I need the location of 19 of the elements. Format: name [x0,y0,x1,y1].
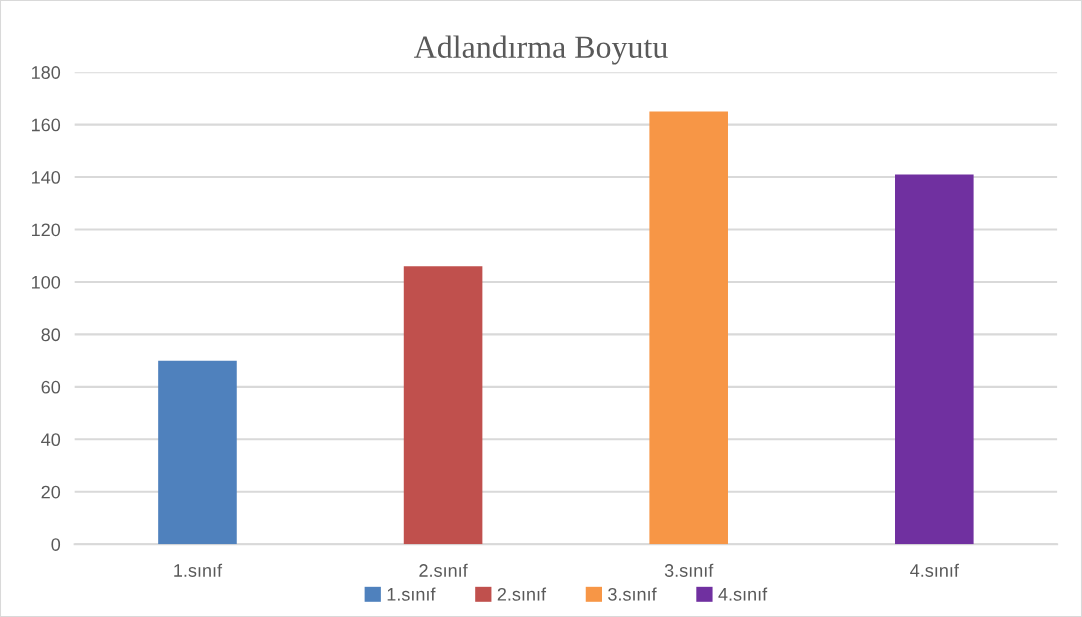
y-tick-label: 80 [41,328,61,342]
y-tick-label: 20 [41,485,61,499]
y-tick-label: 180 [32,66,61,79]
x-tick-label: 3.sınıf [664,563,714,577]
y-tick-label: 140 [32,171,61,184]
y-tick-label: 120 [32,223,61,237]
y-tick-label: 100 [32,275,61,289]
y-tick-label: 160 [32,118,61,132]
x-tick-label: 4.sınıf [910,563,959,577]
x-tick-label: 1.sınıf [174,563,223,577]
legend-label: 2.sınıf [497,587,547,601]
y-tick-label: 0 [51,538,61,551]
legend-label: 1.sınıf [387,587,436,601]
y-tick-label: 40 [41,433,61,447]
chart-title: Adlandırma Boyutu [414,35,668,65]
y-tick-label: 60 [41,380,61,394]
legend-label: 3.sınıf [608,587,657,601]
x-tick-label: 2.sınıf [419,563,468,577]
legend-label: 4.sınıf [718,587,768,601]
